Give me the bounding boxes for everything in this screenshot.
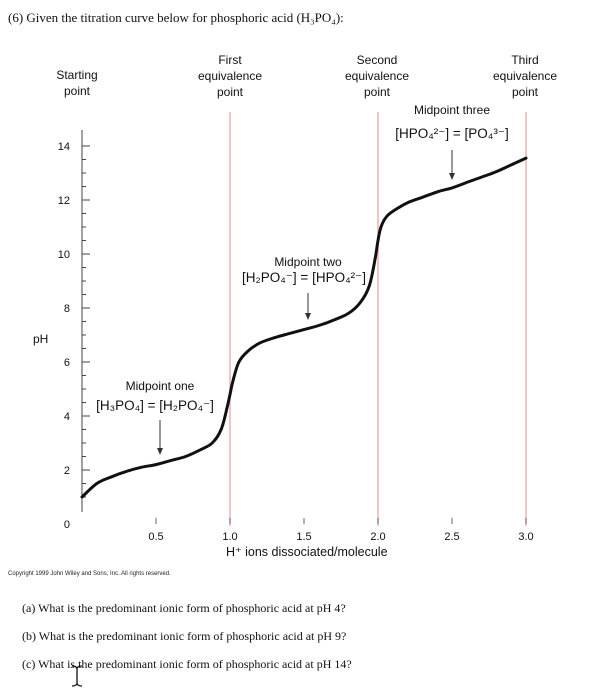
y-tick-label: 6 xyxy=(64,357,70,369)
x-tick-label: 3.0 xyxy=(518,531,533,543)
y-tick-labels: 0 2 4 6 8 10 12 14 xyxy=(58,141,70,531)
titration-chart: 0 2 4 6 8 10 12 14 0.5 1.0 1.5 2.0 2.5 3.0 Starting p… xyxy=(33,53,557,559)
marker-label: equivalence xyxy=(493,69,557,83)
x-tick-label: 2.0 xyxy=(370,531,385,543)
y-tick-label: 4 xyxy=(64,411,70,423)
midpoint-title: Midpoint three xyxy=(414,103,490,117)
marker-label: equivalence xyxy=(198,69,262,83)
equivalence-guides xyxy=(229,112,527,526)
midpoint-title: Midpoint one xyxy=(126,379,195,393)
marker-label: point xyxy=(217,85,244,99)
y-axis xyxy=(81,130,90,512)
midpoint-title: Midpoint two xyxy=(274,255,342,269)
y-tick-label: 2 xyxy=(64,465,70,477)
question-title: (6) Given the titration curve below for … xyxy=(8,10,344,25)
midpoint-arrow-head xyxy=(305,313,311,320)
marker-label: point xyxy=(64,84,91,98)
marker-label: Third xyxy=(511,53,538,67)
text-cursor-icon xyxy=(71,665,83,687)
x-tick-labels: 0.5 1.0 1.5 2.0 2.5 3.0 xyxy=(148,518,534,543)
y-tick-label: 10 xyxy=(58,249,70,261)
midpoint-equation: [HPO₄²⁻] = [PO₄³⁻] xyxy=(395,126,508,141)
copyright-note: Copyright 1999 John Wiley and Sons, Inc.… xyxy=(8,571,171,577)
x-axis-label: H⁺ ions dissociated/molecule xyxy=(226,545,388,559)
question-c: (c) What is the predominant ionic form o… xyxy=(22,657,352,671)
marker-label: Starting xyxy=(56,68,97,82)
x-tick-label: 1.0 xyxy=(222,531,237,543)
midpoint-arrow-head xyxy=(449,173,455,180)
question-a: (a) What is the predominant ionic form o… xyxy=(22,601,346,615)
y-tick-label: 14 xyxy=(58,141,70,153)
midpoint-equation: [H₃PO₄] = [H₂PO₄⁻] xyxy=(96,398,214,413)
y-tick-label: 0 xyxy=(64,519,70,531)
question-b: (b) What is the predominant ionic form o… xyxy=(22,629,347,643)
marker-label: point xyxy=(364,85,391,99)
y-tick-label: 12 xyxy=(58,195,70,207)
midpoint-arrow-head xyxy=(157,448,163,455)
marker-label: point xyxy=(512,85,539,99)
x-tick-label: 0.5 xyxy=(148,531,163,543)
marker-label: First xyxy=(218,53,242,67)
titration-curve xyxy=(80,156,528,499)
marker-label: Second xyxy=(357,53,398,67)
x-tick-label: 1.5 xyxy=(296,531,311,543)
y-tick-label: 8 xyxy=(64,303,70,315)
x-tick-label: 2.5 xyxy=(444,531,459,543)
midpoint-annotations: Midpoint one [H₃PO₄] = [H₂PO₄⁻] Midpoint t… xyxy=(96,103,509,455)
equivalence-point-labels: Starting point First equivalence point Second… xyxy=(56,53,557,99)
midpoint-equation: [H₂PO₄⁻] = [HPO₄²⁻] xyxy=(242,270,366,285)
y-axis-label: pH xyxy=(33,332,48,346)
marker-label: equivalence xyxy=(345,69,409,83)
